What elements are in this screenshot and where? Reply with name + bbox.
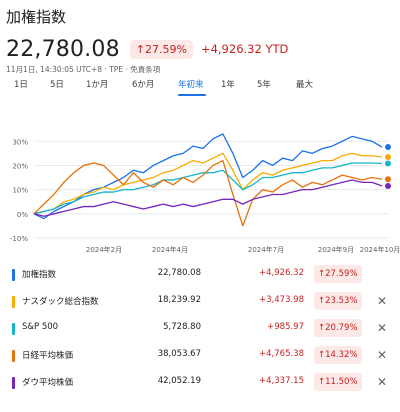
active-tab-indicator (178, 94, 206, 96)
x-tick-label: 2024年7月 (248, 245, 284, 254)
tab-1m[interactable]: 1か月 (86, 80, 109, 90)
index-name: ナスダック総合指数 (22, 297, 99, 307)
y-tick-label: 20% (12, 162, 28, 170)
x-tick-label: 2024年2月 (86, 245, 122, 254)
index-value: 18,239.92 (157, 295, 201, 305)
x-tick-label: 2024年4月 (152, 245, 188, 254)
y-tick-label: 0% (17, 211, 28, 219)
remove-comparison-button[interactable]: ✕ (376, 375, 388, 389)
index-value: 22,780.08 (157, 268, 201, 278)
series-line (33, 133, 383, 220)
index-name: 日経平均株価 (22, 351, 74, 361)
remove-comparison-button[interactable]: ✕ (376, 348, 388, 362)
index-change-percent: ↑27.59% (314, 265, 362, 283)
page-title: 加権指数 (6, 8, 67, 26)
series-line (33, 179, 383, 217)
index-change: +985.97 (267, 322, 304, 332)
series-color-marker (12, 269, 15, 281)
remove-comparison-button[interactable]: ✕ (376, 294, 388, 308)
list-item[interactable]: 加権指数 22,780.08 +4,926.32 ↑27.59% (0, 261, 400, 288)
tab-1d[interactable]: 1日 (14, 80, 28, 90)
tab-6m[interactable]: 6か月 (132, 80, 155, 90)
index-change: +4,926.32 (259, 268, 304, 278)
list-item[interactable]: ダウ平均株価 42,052.19 +4,337.15 ↑11.50% ✕ (0, 369, 400, 396)
index-name: ダウ平均株価 (22, 378, 74, 388)
series-end-dot (385, 183, 391, 189)
x-tick-label: 2024年9月 (318, 245, 354, 254)
index-change-percent: ↑23.53% (314, 292, 362, 310)
series-end-dot (385, 144, 391, 151)
list-item[interactable]: 日経平均株価 38,053.67 +4,765.38 ↑14.32% ✕ (0, 342, 400, 369)
remove-comparison-button[interactable]: ✕ (376, 321, 388, 335)
index-name: 加権指数 (22, 270, 57, 280)
change-percent-badge: ↑27.59% (129, 39, 193, 59)
comparison-chart: 30% 20% 10% 0% -10% 2024年2月 2024年4月 2024年7月 2024… (10, 133, 400, 254)
tab-max[interactable]: 最大 (296, 80, 314, 90)
x-tick-label: 2024年10月 (360, 245, 400, 254)
series-end-dot (385, 153, 391, 160)
price-summary: 22,780.08 ↑27.59% +4,926.32 YTD (6, 36, 288, 62)
index-change-percent: ↑11.50% (314, 373, 362, 391)
tab-1y[interactable]: 1年 (221, 80, 235, 90)
tab-ytd[interactable]: 年初来 (178, 80, 204, 90)
ytd-change: +4,926.32 YTD (200, 42, 289, 56)
series-line (33, 152, 383, 215)
timestamp-meta: 11月1日, 14:30:05 UTC+8 · TPE · 免責条項 (6, 65, 161, 74)
index-value: 42,052.19 (157, 376, 201, 386)
current-price: 22,780.08 (6, 36, 120, 62)
tab-5d[interactable]: 5日 (50, 80, 64, 90)
series-color-marker (12, 350, 15, 362)
y-tick-label: 30% (12, 138, 28, 146)
series-color-marker (12, 296, 15, 308)
index-value: 38,053.67 (157, 349, 201, 359)
series-end-dot (385, 160, 391, 167)
index-change: +4,765.38 (259, 349, 304, 359)
index-value: 5,728.80 (163, 322, 201, 332)
series-line (33, 162, 383, 215)
list-item[interactable]: ナスダック総合指数 18,239.92 +3,473.98 ↑23.53% ✕ (0, 288, 400, 315)
y-tick-label: 10% (12, 187, 28, 195)
y-tick-label: -10% (10, 235, 28, 243)
index-change-percent: ↑14.32% (314, 346, 362, 364)
series-end-dot (385, 176, 391, 183)
index-change-percent: ↑20.79% (314, 319, 362, 337)
index-name: S&P 500 (22, 322, 59, 332)
list-item[interactable]: S&P 500 5,728.80 +985.97 ↑20.79% ✕ (0, 315, 400, 342)
index-change: +4,337.15 (259, 376, 304, 386)
series-color-marker (12, 377, 15, 389)
series-line (33, 159, 383, 227)
tab-5y[interactable]: 5年 (257, 80, 271, 90)
index-change: +3,473.98 (259, 295, 304, 305)
series-color-marker (12, 323, 15, 335)
